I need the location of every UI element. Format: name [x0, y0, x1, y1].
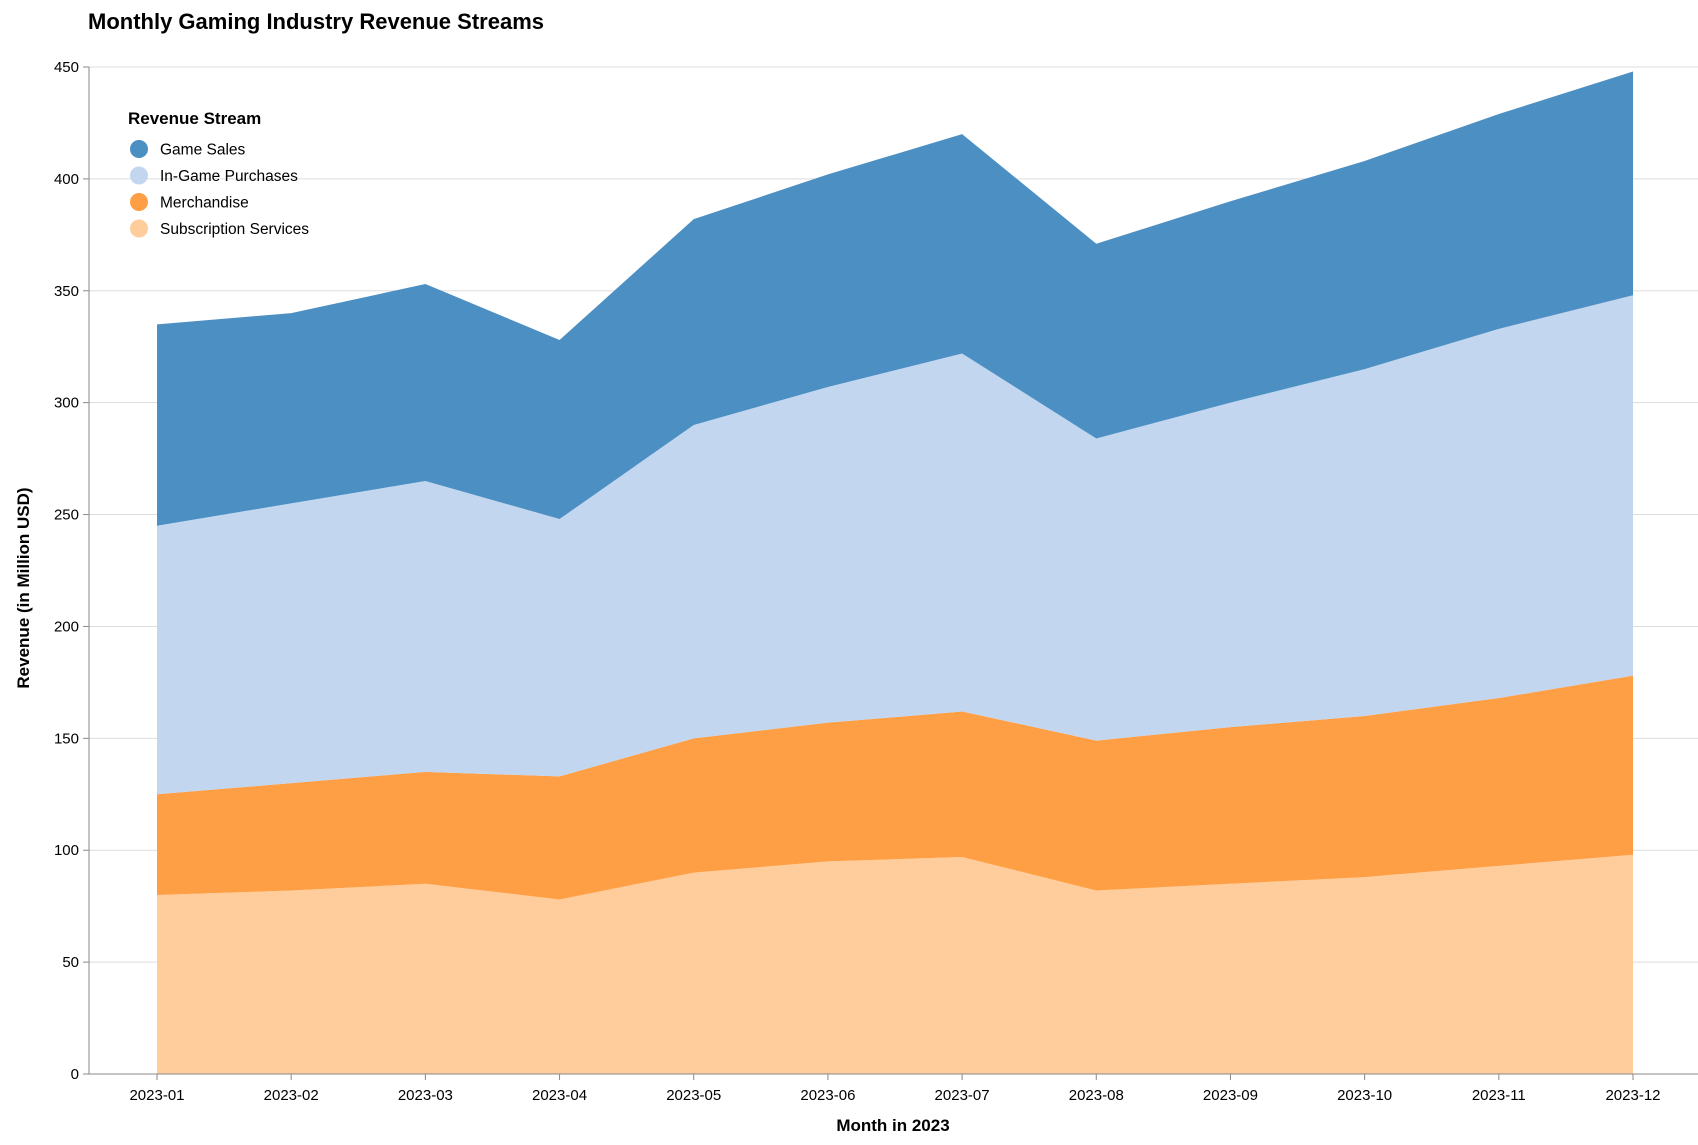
- y-axis-title: Revenue (in Million USD): [14, 487, 33, 688]
- legend-label-merchandise: Merchandise: [160, 195, 249, 212]
- y-tick-label: 450: [54, 59, 79, 76]
- legend: Revenue Stream Game Sales In-Game Purchas…: [128, 109, 309, 238]
- x-tick-label: 2023-05: [666, 1087, 721, 1104]
- legend-swatch-in-game-purchases: [130, 166, 148, 185]
- area-merchandise: [157, 675, 1633, 900]
- x-tick-label: 2023-10: [1337, 1087, 1392, 1104]
- chart-title: Monthly Gaming Industry Revenue Streams: [88, 9, 544, 34]
- y-tick-label: 100: [54, 842, 79, 859]
- area-subscription-services: [157, 854, 1633, 1074]
- y-tick-label: 300: [54, 395, 79, 412]
- x-tick-label: 2023-07: [935, 1087, 990, 1104]
- x-tick-label: 2023-04: [532, 1087, 587, 1104]
- y-tick-label: 50: [62, 954, 79, 971]
- x-tick-label: 2023-01: [129, 1087, 184, 1104]
- x-tick-label: 2023-09: [1203, 1087, 1258, 1104]
- area-in-game-purchases: [157, 295, 1633, 795]
- legend-label-game-sales: Game Sales: [160, 142, 246, 159]
- area-game-sales: [157, 71, 1633, 526]
- legend-swatch-subscription-services: [130, 219, 148, 238]
- x-tick-label: 2023-08: [1069, 1087, 1124, 1104]
- area-series-layer: [157, 71, 1633, 1074]
- axes: 0 50 100 150 200 250 300 350 400 450 2023-01 2023-0…: [54, 59, 1698, 1104]
- x-axis-title: Month in 2023: [836, 1116, 949, 1135]
- legend-label-in-game-purchases: In-Game Purchases: [160, 168, 298, 185]
- y-tick-label: 350: [54, 283, 79, 300]
- x-tick-label: 2023-11: [1472, 1087, 1526, 1104]
- y-tick-label: 400: [54, 171, 79, 188]
- y-tick-label: 200: [54, 618, 79, 635]
- y-tick-label: 150: [54, 730, 79, 747]
- y-tick-label: 0: [71, 1066, 79, 1083]
- legend-swatch-merchandise: [130, 193, 148, 211]
- x-tick-label: 2023-06: [800, 1087, 855, 1104]
- legend-swatch-game-sales: [130, 140, 148, 158]
- x-tick-label: 2023-02: [264, 1087, 319, 1104]
- legend-label-subscription-services: Subscription Services: [160, 221, 309, 238]
- x-tick-label: 2023-12: [1605, 1087, 1660, 1104]
- legend-title: Revenue Stream: [128, 109, 261, 128]
- y-tick-label: 250: [54, 507, 79, 524]
- x-tick-label: 2023-03: [398, 1087, 453, 1104]
